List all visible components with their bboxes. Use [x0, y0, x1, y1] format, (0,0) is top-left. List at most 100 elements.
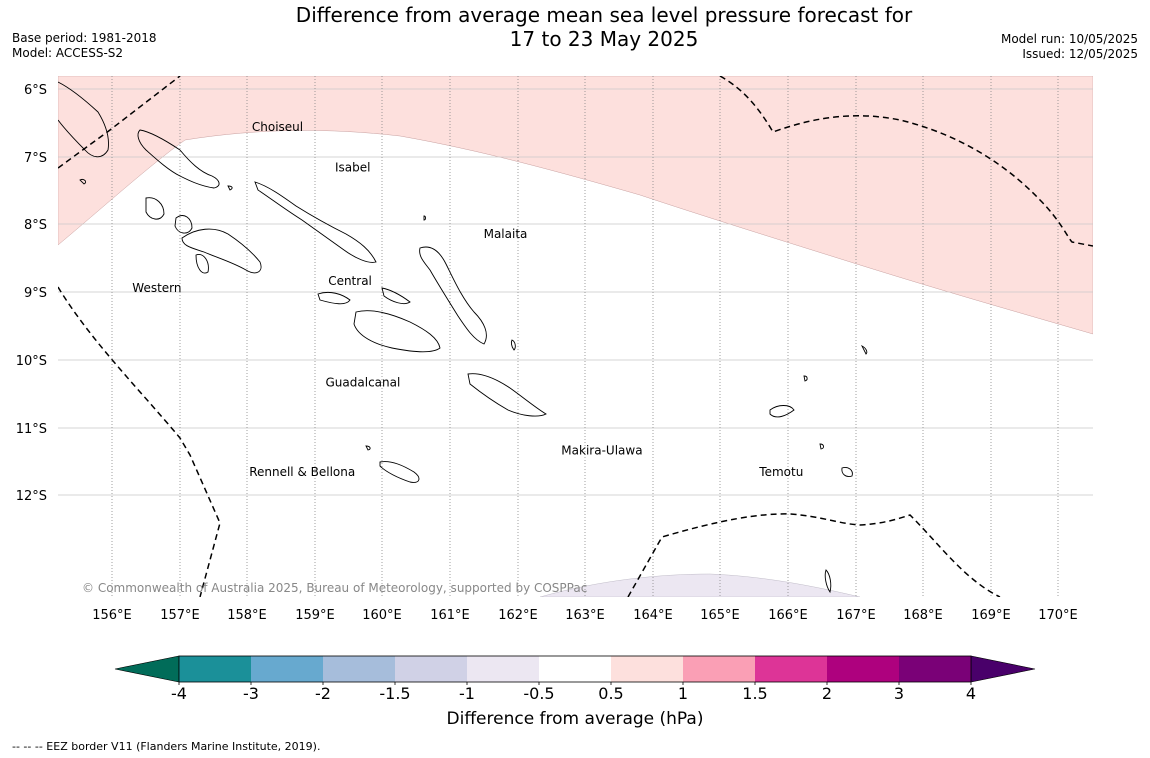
island-duff — [860, 344, 868, 355]
colorbar-segment — [395, 656, 467, 682]
lat-label: 9°S — [24, 286, 47, 301]
copyright-notice: © Commonwealth of Australia 2025, Bureau… — [82, 581, 587, 595]
island-tikopia — [819, 443, 824, 450]
anomaly-region-negative — [539, 573, 861, 597]
colorbar-segment — [467, 656, 539, 682]
island-rendova — [195, 254, 209, 274]
latitude-gridlines — [58, 88, 1093, 496]
page-title: Difference from average mean sea level p… — [0, 3, 1150, 51]
base-period: Base period: 1981-2018 — [12, 31, 157, 45]
island-new-georgia — [181, 228, 262, 274]
anomaly-region-positive — [58, 76, 1093, 335]
region-label-isabel: Isabel — [335, 161, 370, 175]
lon-label: 156°E — [92, 608, 132, 623]
colorbar-tick-label: 3 — [894, 684, 904, 700]
lon-label: 167°E — [836, 608, 876, 623]
island-vanikoro — [841, 467, 853, 477]
colorbar-over-arrow — [970, 655, 1036, 683]
region-label-western: Western — [132, 281, 181, 295]
colorbar-segment — [899, 656, 971, 682]
colorbar-segment — [683, 656, 755, 682]
island-guadalcanal — [353, 310, 441, 353]
model-run: Model run: 10/05/2025 — [1000, 32, 1138, 46]
island-makira — [467, 373, 547, 417]
island-florida — [317, 291, 351, 305]
lat-label: 8°S — [24, 218, 47, 233]
island-vella — [145, 197, 165, 220]
lat-label: 12°S — [16, 489, 47, 504]
region-labels: Choiseul Isabel Malaita Western Central … — [132, 120, 803, 479]
map-figure: Choiseul Isabel Malaita Western Central … — [16, 76, 1093, 700]
region-label-rennell-bellona: Rennell & Bellona — [249, 465, 355, 479]
colorbar-tick-label: -3 — [243, 684, 259, 700]
lon-label: 157°E — [160, 608, 200, 623]
island-ulawa — [510, 339, 516, 351]
colorbar-tick-label: 0.5 — [598, 684, 623, 700]
island-choiseul — [137, 129, 220, 189]
lat-label: 6°S — [24, 83, 47, 98]
lon-label: 170°E — [1038, 608, 1078, 623]
island-torres — [824, 569, 832, 594]
eez-legend-note: -- -- -- EEZ border V11 (Flanders Marine… — [12, 740, 321, 753]
lon-label: 169°E — [971, 608, 1011, 623]
map-area: Choiseul Isabel Malaita Western Central … — [58, 76, 1093, 597]
lon-label: 160°E — [362, 608, 402, 623]
colorbar-segment — [251, 656, 323, 682]
colorbar-segment — [827, 656, 899, 682]
issued-date: Issued: 12/05/2025 — [1022, 47, 1138, 61]
region-label-temotu: Temotu — [758, 465, 803, 479]
meta-left: Base period: 1981-2018 Model: ACCESS-S2 — [12, 31, 157, 61]
eez-border-lines — [58, 76, 1093, 597]
island-kolombangara — [174, 215, 193, 234]
latitude-labels: 6°S 7°S 8°S 9°S 10°S 11°S 12°S — [16, 83, 47, 504]
colorbar-segment — [755, 656, 827, 682]
colorbar-segment — [323, 656, 395, 682]
colorbar-frame — [178, 655, 972, 683]
region-label-central: Central — [328, 274, 372, 288]
lon-label: 163°E — [565, 608, 605, 623]
island-rennell — [379, 461, 420, 483]
lon-label: 165°E — [700, 608, 740, 623]
region-label-guadalcanal: Guadalcanal — [326, 376, 401, 390]
title-line-1: Difference from average mean sea level p… — [295, 3, 913, 27]
island-bellona — [365, 445, 371, 451]
colorbar-segment — [539, 656, 611, 682]
lon-label: 158°E — [227, 608, 267, 623]
colorbar-under-arrow — [114, 655, 180, 683]
lat-label: 11°S — [16, 422, 47, 437]
colorbar-tick-label: -4 — [171, 684, 187, 700]
lat-label: 10°S — [16, 354, 47, 369]
longitude-labels: 156°E 157°E 158°E 159°E 160°E 161°E 162°… — [92, 608, 1078, 623]
island-santa-cruz — [769, 405, 795, 418]
island-small-1 — [423, 215, 426, 221]
lon-label: 166°E — [768, 608, 808, 623]
island-bougainville — [58, 81, 109, 158]
island-malaita — [419, 246, 487, 345]
island-isabel — [254, 181, 377, 263]
colorbar-tick-label: 1.5 — [742, 684, 767, 700]
coastlines — [58, 81, 868, 594]
island-reef — [803, 375, 808, 382]
region-label-choiseul: Choiseul — [252, 120, 303, 134]
island-russells — [381, 287, 411, 305]
region-label-malaita: Malaita — [484, 227, 528, 241]
region-label-makira-ulawa: Makira-Ulawa — [561, 443, 642, 457]
colorbar-tick-label: 1 — [678, 684, 688, 700]
lon-label: 162°E — [498, 608, 538, 623]
colorbar-tick-label: 4 — [966, 684, 976, 700]
colorbar: -4 -3 -2 -1.5 -1 -0.5 0.5 1 1.5 2 3 4 — [114, 655, 1036, 700]
model-name: Model: ACCESS-S2 — [12, 46, 124, 60]
meta-right: Model run: 10/05/2025 Issued: 12/05/2025 — [1001, 32, 1138, 62]
lon-label: 161°E — [430, 608, 470, 623]
colorbar-tick-label: -1 — [459, 684, 475, 700]
lat-label: 7°S — [24, 151, 47, 166]
colorbar-tick-label: 2 — [822, 684, 832, 700]
colorbar-segment — [179, 656, 251, 682]
island-small-2 — [79, 179, 87, 185]
title-line-2: 17 to 23 May 2025 — [509, 27, 699, 51]
lon-label: 168°E — [903, 608, 943, 623]
colorbar-tick-label: -0.5 — [523, 684, 554, 700]
colorbar-segment — [611, 656, 683, 682]
colorbar-tick-label: -2 — [315, 684, 331, 700]
island-small-3 — [227, 185, 233, 191]
